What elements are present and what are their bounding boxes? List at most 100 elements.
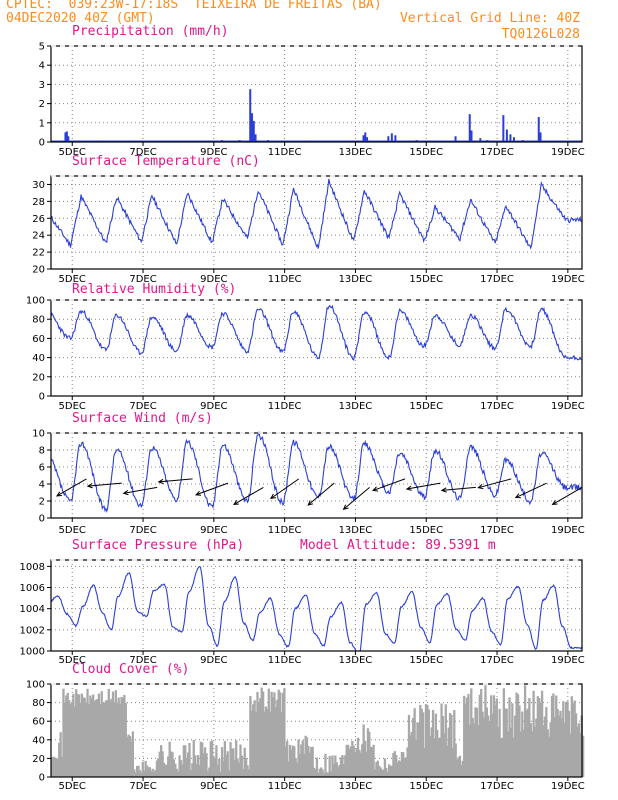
cloud-bar [324,753,327,777]
cloud-bar [120,696,123,777]
cloud-bar [113,702,116,777]
cloud-bar [93,701,96,777]
cloud-bar [518,705,521,777]
cloud-bar [185,757,188,777]
cloud-bar [232,748,235,777]
cloud-bar [243,747,246,777]
y-tick-label: 80 [32,315,45,326]
cloud-bar [218,758,221,777]
cloud-bar [304,735,307,777]
cloud-bar [525,710,528,777]
header-model-code: TQ0126L028 [501,27,580,42]
cloud-bar [114,690,118,777]
wind-vector-head [122,489,129,496]
cloud-bar [73,706,76,777]
cloud-bar [403,758,406,777]
cloud-bar [512,737,515,777]
cloud-bar [228,770,231,777]
x-tick-label: 19DEC [551,274,585,285]
cloud-bar [382,769,385,777]
x-tick-label: 17DEC [480,401,514,412]
x-tick-label: 13DEC [339,401,373,412]
cloud-bar [354,752,357,777]
wind-vector-head [232,500,239,505]
cloud-bar [480,688,483,777]
cloud-bar [327,772,330,777]
cloud-bar [321,769,324,777]
panel-title: Relative Humidity (%) [72,282,236,297]
cloud-bar [488,720,491,777]
y-tick-label: 80 [32,698,45,709]
cloud-bar [239,744,242,777]
cloud-bar [280,711,283,777]
x-tick-label: 5DEC [59,525,86,536]
cloud-bar [532,690,535,777]
cloud-bar [424,704,428,777]
cloud-bar [420,708,423,777]
cloud-bar [178,755,181,777]
wind-vector-head [86,483,93,489]
x-tick-label: 17DEC [480,781,514,792]
cloud-bar [131,731,135,777]
cloud-bar [472,723,476,777]
cloud-bar [489,695,493,777]
cloud-bar [308,752,312,777]
cloud-bar [412,717,415,777]
cloud-bar [342,764,345,777]
cloud-bar [446,745,449,777]
cloud-bar [294,757,297,777]
cloud-bar [233,759,236,777]
panel-title: Surface Temperature (nC) [72,154,260,169]
cloud-bar [372,744,375,777]
y-tick-label: 100 [26,680,45,691]
precip-bar [251,113,254,142]
cloud-bar [189,770,193,777]
cloud-bar [356,737,360,777]
cloud-bar [383,758,387,777]
precip-bar [252,120,255,142]
cloud-bar [118,703,122,777]
cloud-bar [552,693,555,777]
cloud-bar [143,770,146,777]
cloud-bar [481,711,484,777]
model-altitude-label: Model Altitude: 89.5391 m [300,538,496,553]
cloud-bar [447,727,450,777]
precip-bar [415,140,418,142]
cloud-bar [576,726,579,777]
wind-vector [406,482,441,490]
cloud-bar [317,772,320,777]
cloud-bar [393,751,396,777]
cloud-bar [396,762,399,777]
wind-vector-head [514,493,521,499]
cloud-bar [137,765,140,777]
cloud-bar [59,732,62,777]
cloud-bar [485,707,489,777]
cloud-bar [209,741,212,777]
x-tick-label: 19DEC [551,401,585,412]
x-tick-label: 15DEC [409,655,443,666]
cloud-bar [448,712,452,777]
cloud-bar [276,699,279,777]
cloud-bar [579,732,582,777]
y-tick-label: 6 [39,463,45,474]
cloud-bar [467,693,470,777]
cloud-bar [373,769,377,777]
cloud-bar [97,693,101,777]
wind-vector-head [372,486,379,492]
cloud-bar [471,717,474,777]
cloud-bar [407,714,411,777]
cloud-bar [286,740,289,777]
cloud-bar [504,708,507,777]
precip-bar [97,140,100,142]
cloud-bar [121,697,125,777]
cloud-bar [463,695,466,777]
cloud-bar [495,698,498,777]
cloud-bar [365,751,368,777]
cloud-bar [390,765,394,777]
cloud-bar [293,746,296,777]
cloud-bar [563,722,566,777]
cloud-bar [186,752,190,777]
wind-vector-head [405,485,412,491]
cloud-bar [288,744,292,777]
y-tick-label: 10 [32,429,45,440]
